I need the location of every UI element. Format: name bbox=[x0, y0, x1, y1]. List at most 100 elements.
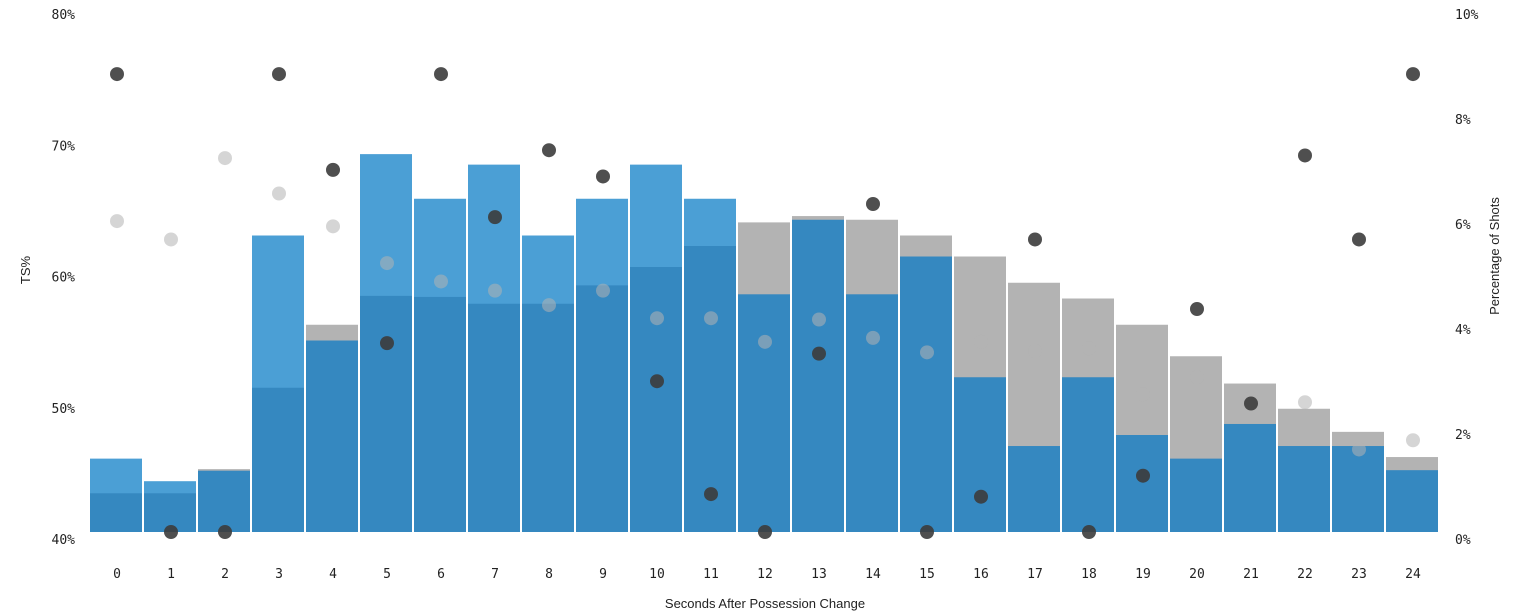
bar-inner-7 bbox=[468, 303, 520, 532]
dot-light-16 bbox=[974, 334, 988, 349]
dot-dark-14 bbox=[866, 197, 880, 211]
dot-dark-12 bbox=[758, 525, 772, 539]
dot-light-17 bbox=[1028, 344, 1042, 358]
bar-inner-23 bbox=[1332, 446, 1384, 532]
x-tick-label: 23 bbox=[1351, 567, 1367, 582]
dot-dark-20 bbox=[1190, 302, 1204, 316]
x-tick-label: 20 bbox=[1189, 567, 1205, 582]
dot-dark-16 bbox=[974, 489, 988, 504]
x-tick-label: 2 bbox=[221, 567, 229, 582]
bar-inner-14 bbox=[846, 294, 898, 532]
dot-dark-21 bbox=[1244, 396, 1258, 411]
x-tick-label: 24 bbox=[1405, 567, 1421, 582]
dot-light-9 bbox=[596, 283, 610, 298]
dot-light-8 bbox=[542, 298, 556, 313]
dot-dark-1 bbox=[164, 525, 178, 539]
dot-dark-11 bbox=[704, 487, 718, 502]
bar-inner-0 bbox=[90, 493, 142, 532]
dot-light-11 bbox=[704, 311, 718, 326]
bar-inner-6 bbox=[414, 296, 466, 532]
dot-dark-17 bbox=[1028, 232, 1042, 247]
x-tick-label: 7 bbox=[491, 567, 499, 582]
right-tick-label: 2% bbox=[1455, 428, 1471, 443]
dot-light-22 bbox=[1298, 395, 1312, 410]
dot-dark-5 bbox=[380, 336, 394, 351]
bar-inner-16 bbox=[954, 377, 1006, 532]
right-tick-label: 10% bbox=[1455, 8, 1479, 23]
dot-dark-18 bbox=[1082, 525, 1096, 539]
x-tick-label: 4 bbox=[329, 567, 337, 582]
dot-dark-4 bbox=[326, 162, 340, 177]
x-tick-label: 15 bbox=[919, 567, 935, 582]
dot-dark-10 bbox=[650, 374, 664, 389]
dot-dark-8 bbox=[542, 143, 556, 158]
bar-inner-24 bbox=[1386, 470, 1438, 532]
dot-dark-3 bbox=[272, 67, 286, 82]
dot-dark-9 bbox=[596, 169, 610, 184]
dot-light-13 bbox=[812, 312, 826, 327]
dot-light-7 bbox=[488, 283, 502, 298]
bar-inner-12 bbox=[738, 294, 790, 532]
bars-layer bbox=[90, 154, 1438, 532]
dots-layer bbox=[110, 67, 1420, 539]
left-tick-label: 80% bbox=[52, 8, 76, 23]
dot-light-4 bbox=[326, 219, 340, 234]
bar-inner-3 bbox=[252, 387, 304, 532]
dot-dark-22 bbox=[1298, 148, 1312, 163]
x-tick-label: 8 bbox=[545, 567, 553, 582]
right-tick-label: 4% bbox=[1455, 323, 1471, 338]
left-axis-ticks: 40% 50% 60% 70% 80% bbox=[52, 8, 76, 548]
x-tick-label: 0 bbox=[113, 567, 121, 582]
bar-inner-4 bbox=[306, 340, 358, 532]
bar-inner-8 bbox=[522, 303, 574, 532]
bar-inner-11 bbox=[684, 246, 736, 532]
x-axis-ticks: 0 1 2 3 4 5 6 7 8 9 10 11 12 13 14 15 16 17 18 19 20 21 22 23 24 bbox=[113, 567, 1421, 582]
dot-dark-6 bbox=[434, 67, 448, 82]
dot-light-15 bbox=[920, 345, 934, 360]
bar-inner-19 bbox=[1116, 435, 1168, 532]
x-tick-label: 3 bbox=[275, 567, 283, 582]
dot-dark-2 bbox=[218, 525, 232, 539]
x-tick-label: 11 bbox=[703, 567, 719, 582]
dot-light-19 bbox=[1136, 387, 1150, 402]
bar-inner-21 bbox=[1224, 423, 1276, 532]
x-tick-label: 12 bbox=[757, 567, 773, 582]
dot-light-12 bbox=[758, 334, 772, 349]
bar-inner-2 bbox=[198, 470, 250, 532]
dot-light-14 bbox=[866, 330, 880, 345]
bar-inner-20 bbox=[1170, 458, 1222, 532]
left-tick-label: 50% bbox=[52, 402, 76, 417]
bar-inner-10 bbox=[630, 267, 682, 532]
x-tick-label: 22 bbox=[1297, 567, 1313, 582]
x-tick-label: 1 bbox=[167, 567, 175, 582]
dot-dark-15 bbox=[920, 525, 934, 539]
x-tick-label: 18 bbox=[1081, 567, 1097, 582]
dot-dark-24 bbox=[1406, 67, 1420, 82]
x-tick-label: 14 bbox=[865, 567, 881, 582]
dot-dark-7 bbox=[488, 210, 502, 225]
bar-inner-9 bbox=[576, 285, 628, 532]
dot-dark-0 bbox=[110, 67, 124, 82]
bar-inner-18 bbox=[1062, 377, 1114, 532]
dot-light-2 bbox=[218, 151, 232, 166]
dot-light-20 bbox=[1190, 370, 1204, 385]
bar-inner-13 bbox=[792, 219, 844, 532]
dot-light-3 bbox=[272, 186, 286, 201]
x-tick-label: 17 bbox=[1027, 567, 1043, 582]
x-tick-label: 16 bbox=[973, 567, 989, 582]
dot-light-0 bbox=[110, 214, 124, 229]
right-tick-label: 0% bbox=[1455, 533, 1471, 548]
dot-dark-13 bbox=[812, 346, 826, 361]
right-tick-label: 6% bbox=[1455, 218, 1471, 233]
bar-inner-5 bbox=[360, 295, 412, 532]
y-axis-right-title: Percentage of Shots bbox=[1487, 197, 1502, 315]
dot-light-5 bbox=[380, 256, 394, 271]
x-tick-label: 19 bbox=[1135, 567, 1151, 582]
bar-inner-17 bbox=[1008, 446, 1060, 532]
dot-light-10 bbox=[650, 311, 664, 326]
bar-inner-15 bbox=[900, 256, 952, 532]
left-tick-label: 60% bbox=[52, 271, 76, 286]
right-axis-ticks: 0% 2% 4% 6% 8% 10% bbox=[1455, 8, 1479, 548]
x-axis-title: Seconds After Possession Change bbox=[665, 596, 865, 611]
